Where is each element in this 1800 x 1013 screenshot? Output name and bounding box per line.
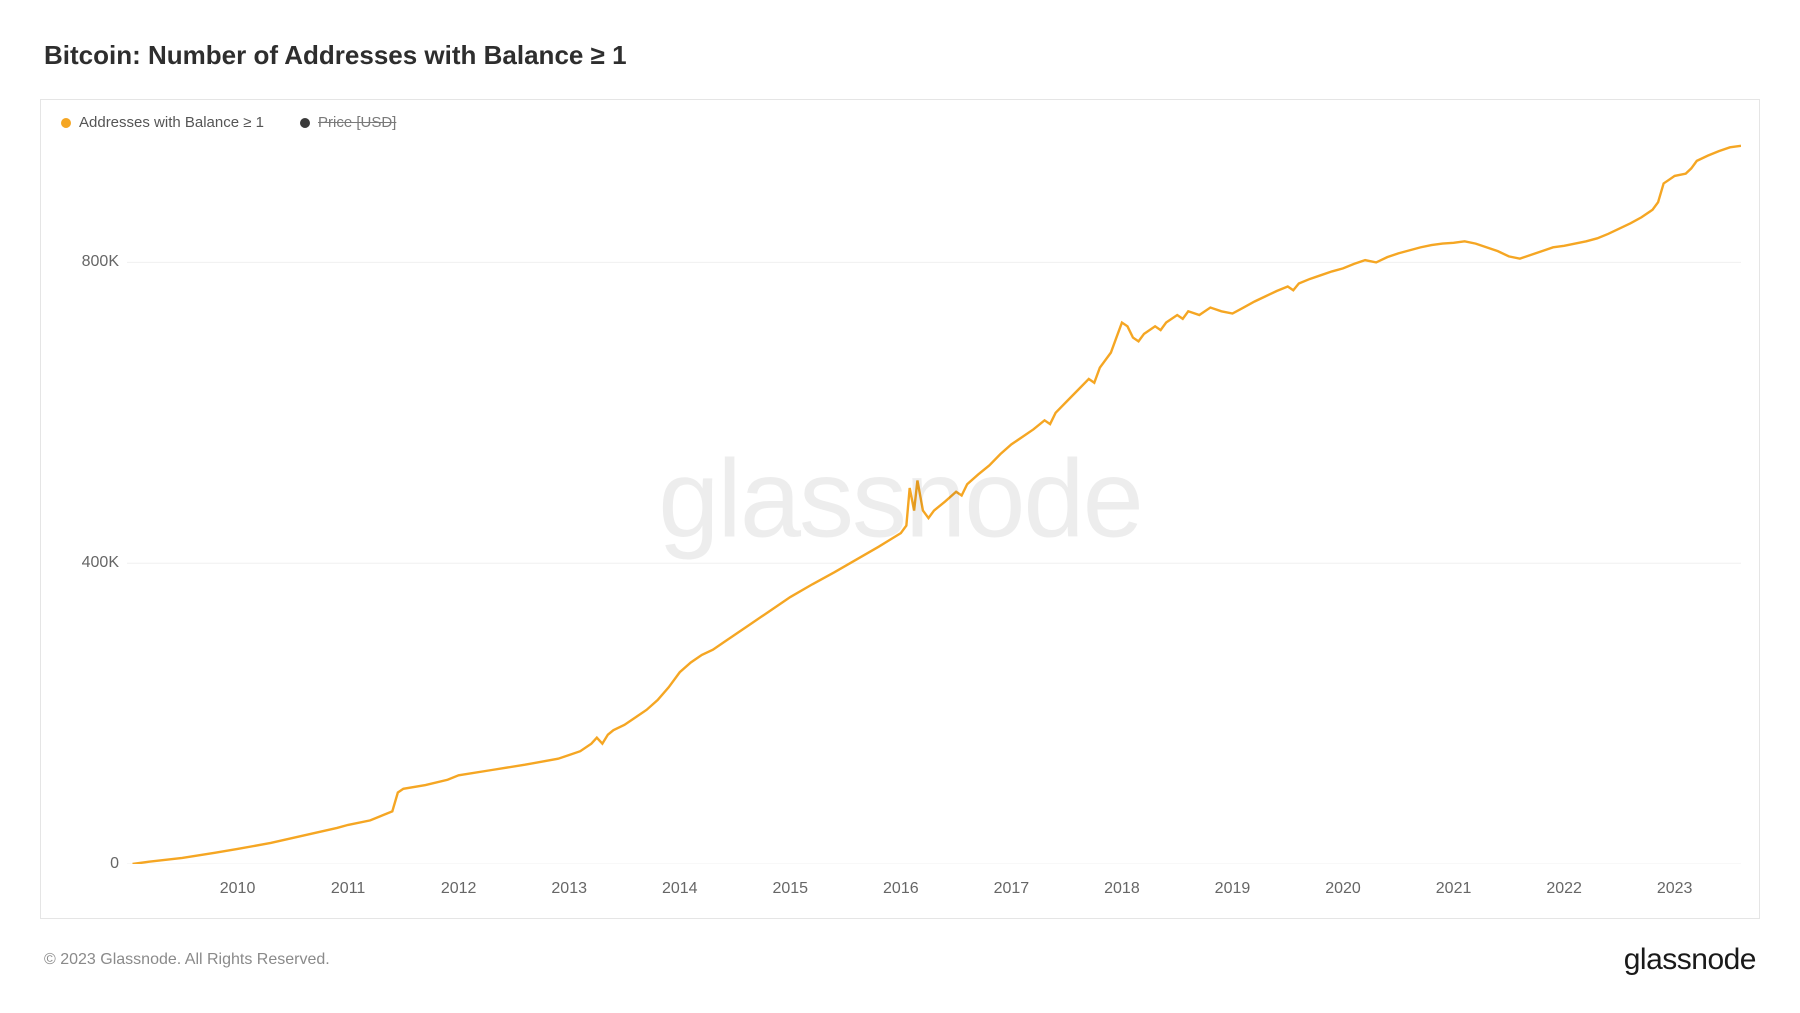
x-axis-tick-label: 2014: [662, 880, 698, 898]
copyright-text: © 2023 Glassnode. All Rights Reserved.: [44, 951, 330, 969]
plot-area: [127, 112, 1741, 864]
x-axis-tick-label: 2019: [1215, 880, 1251, 898]
legend-dot-icon: [300, 118, 310, 128]
legend-label: Price [USD]: [318, 114, 396, 131]
x-axis-tick-label: 2016: [883, 880, 919, 898]
y-axis-tick-label: 800K: [49, 253, 119, 271]
legend-label: Addresses with Balance ≥ 1: [79, 114, 264, 131]
x-axis-tick-label: 2012: [441, 880, 477, 898]
legend-item-addresses[interactable]: Addresses with Balance ≥ 1: [61, 114, 264, 131]
x-axis-tick-label: 2023: [1657, 880, 1693, 898]
footer: © 2023 Glassnode. All Rights Reserved. g…: [40, 943, 1760, 977]
x-axis-tick-label: 2020: [1325, 880, 1361, 898]
x-axis-tick-label: 2022: [1546, 880, 1582, 898]
legend-item-price[interactable]: Price [USD]: [300, 114, 396, 131]
series-line: [133, 146, 1741, 864]
legend: Addresses with Balance ≥ 1 Price [USD]: [61, 114, 396, 131]
legend-dot-icon: [61, 118, 71, 128]
chart-svg: [127, 112, 1741, 864]
y-axis-tick-label: 0: [49, 855, 119, 873]
x-axis-tick-label: 2010: [220, 880, 256, 898]
chart-frame: Addresses with Balance ≥ 1 Price [USD] g…: [40, 99, 1760, 919]
x-axis-tick-label: 2011: [331, 880, 365, 898]
brand-logo: glassnode: [1624, 943, 1756, 977]
x-axis-tick-label: 2018: [1104, 880, 1140, 898]
chart-title: Bitcoin: Number of Addresses with Balanc…: [44, 40, 1760, 71]
x-axis-tick-label: 2021: [1436, 880, 1472, 898]
y-axis-tick-label: 400K: [49, 554, 119, 572]
x-axis-tick-label: 2015: [772, 880, 808, 898]
x-axis-tick-label: 2013: [551, 880, 587, 898]
x-axis-tick-label: 2017: [994, 880, 1030, 898]
